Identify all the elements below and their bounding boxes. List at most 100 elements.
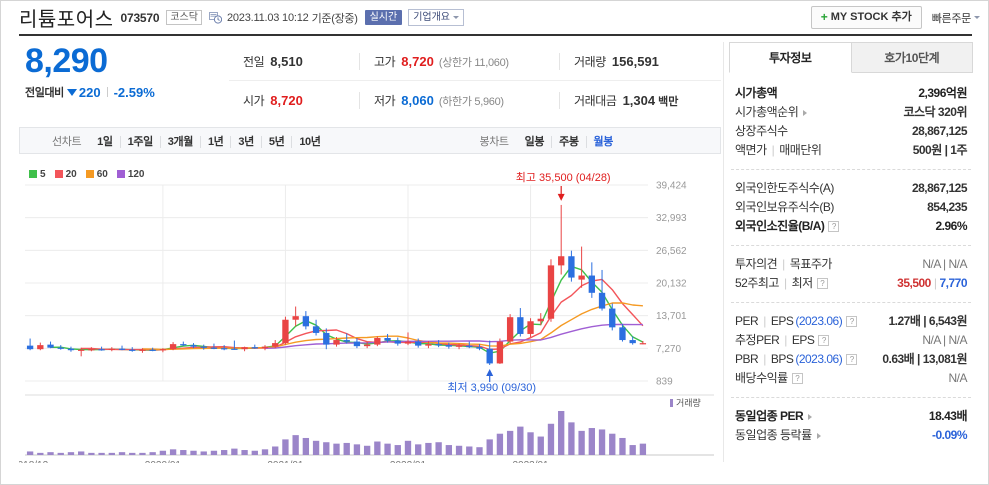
info-label-period: (2023.06)	[795, 314, 843, 328]
info-row-value: 28,867,125	[911, 124, 968, 138]
candle-body	[486, 348, 493, 364]
volume-bar	[466, 446, 473, 455]
quote-row: 전일 8,510 고가 8,720 (상한가 11,060) 거래량 156,5…	[229, 42, 721, 81]
chevron-down-icon	[453, 16, 460, 19]
info-row-value: 35,500 | 7,770	[897, 274, 967, 293]
info-label-text: 외국인소진율(B/A)	[735, 219, 825, 233]
line-range-3년[interactable]: 3년	[230, 135, 261, 148]
panel-tabs: 투자정보 호가10단계	[729, 42, 973, 73]
divider: |	[782, 257, 785, 271]
info-label-text: 목표주가	[789, 257, 833, 271]
info-section-2: 투자의견 | 목표주가 N/A | N/A 52주최고 | 최저? 35,500 | 7,770	[731, 245, 971, 293]
line-range-5년[interactable]: 5년	[260, 135, 292, 148]
info-row[interactable]: 시가총액순위 코스닥 320위	[735, 103, 967, 122]
candle-body	[363, 344, 371, 347]
candle-range-일봉[interactable]: 일봉	[524, 135, 545, 148]
ma-legend-label: 60	[96, 169, 108, 180]
info-row: 추정PER | EPS? N/A | N/A	[735, 331, 967, 350]
line-range-10년[interactable]: 10년	[291, 135, 328, 148]
add-my-stock-button[interactable]: + MY STOCK 추가	[810, 5, 922, 30]
candlestick-chart-svg[interactable]: 39,424 32,993 26,562 20,132 13,701 7,270 839 최고…	[19, 163, 721, 463]
volume-bar	[588, 428, 595, 455]
info-row: 투자의견 | 목표주가 N/A | N/A	[735, 255, 967, 274]
info-label-text: 외국인한도주식수(A)	[735, 181, 834, 195]
candle-body	[425, 344, 432, 346]
help-icon[interactable]: ?	[791, 373, 803, 384]
volume-bar	[394, 445, 401, 455]
help-icon[interactable]: ?	[816, 278, 828, 289]
line-range-1주일[interactable]: 1주일	[119, 135, 160, 148]
quick-order-dropdown[interactable]: 빠른주문	[932, 10, 980, 26]
tab-투자정보[interactable]: 투자정보	[729, 42, 852, 73]
line-chart-range-group: 선차트 1일 1주일 3개월 1년 3년 5년 10년	[20, 132, 328, 150]
panel-divider	[723, 42, 724, 462]
info-row[interactable]: 동일업종 등락률 -0.09%	[735, 426, 968, 445]
x-axis-tick-label: 2023/01	[512, 460, 549, 463]
info-label-period: (2023.06)	[795, 352, 843, 366]
volume-bar	[343, 442, 350, 455]
candle-body	[496, 341, 504, 364]
candle-range-주봉[interactable]: 주봉	[551, 135, 586, 148]
help-icon[interactable]: ?	[846, 316, 858, 327]
volume-bar	[272, 446, 279, 455]
help-icon[interactable]: ?	[828, 221, 840, 232]
candle-body	[88, 349, 95, 351]
realtime-badge[interactable]: 실시간	[364, 10, 403, 25]
info-section-0: 시가총액 2,396억원 시가총액순위 코스닥 320위 상장주식수 28,867,125…	[731, 84, 971, 160]
volume-bar	[169, 449, 177, 455]
page-header: 리튬포어스 073570 코스닥 2023.11.03 10:12 기준(장중)…	[1, 1, 988, 34]
y-axis-tick-label: 26,562	[656, 246, 687, 257]
quote-cell-open: 시가 8,720	[229, 92, 359, 109]
candle-body	[455, 345, 463, 347]
quote-cell-volume: 거래량 156,591	[559, 52, 721, 70]
volume-bar	[517, 426, 524, 455]
volume-bar	[302, 437, 310, 455]
chevron-right-icon	[816, 432, 821, 439]
price-chart[interactable]: 5 20 60 120 39,424 32,993 26,562 20,132 13,701 7…	[19, 163, 721, 463]
candle-body	[506, 317, 514, 342]
tab-호가10단계[interactable]: 호가10단계	[851, 42, 973, 73]
info-row-value: 854,235	[927, 200, 967, 214]
quote-label: 저가	[374, 94, 396, 108]
line-range-1년[interactable]: 1년	[199, 135, 231, 148]
quote-basis: 기준(장중)	[311, 12, 358, 25]
info-row: PBR | BPS (2023.06)? 0.63배 | 13,081원	[735, 350, 967, 369]
volume-bar	[415, 444, 422, 455]
candle-body	[588, 275, 595, 293]
info-label-text: 매매단위	[779, 143, 822, 157]
info-row[interactable]: 동일업종 PER 18.43배	[735, 407, 968, 426]
candle-body	[323, 332, 330, 345]
info-label-text: 외국인보유주식수(B)	[735, 200, 834, 214]
quote-label: 거래대금	[574, 94, 617, 108]
volume-bar	[384, 443, 391, 455]
info-row-label: 투자의견 | 목표주가	[735, 255, 832, 274]
volume-bar	[619, 437, 626, 455]
candle-range-월봉[interactable]: 월봉	[585, 135, 620, 148]
info-row-label: 외국인보유주식수(B)	[735, 198, 834, 217]
candle-body	[272, 343, 279, 347]
volume-bar	[292, 435, 299, 455]
candle-body	[251, 347, 258, 349]
candle-body	[169, 344, 177, 350]
volume-bar	[404, 440, 412, 455]
y-axis-tick-label: 39,424	[656, 181, 687, 192]
volume-bar	[312, 440, 320, 455]
candle-body	[129, 349, 136, 351]
line-range-3개월[interactable]: 3개월	[159, 135, 200, 148]
info-label-text: 추정PER	[735, 333, 780, 347]
volume-legend-swatch	[670, 399, 673, 407]
panel-body: 시가총액 2,396억원 시가총액순위 코스닥 320위 상장주식수 28,867,125…	[729, 73, 973, 445]
help-icon[interactable]: ?	[818, 335, 830, 346]
info-row-label: PBR | BPS (2023.06)?	[735, 350, 858, 369]
volume-bar	[78, 451, 85, 455]
candle-body	[292, 316, 299, 320]
info-row-label: 추정PER | EPS?	[735, 331, 830, 350]
candle-body	[159, 349, 167, 351]
y-axis-tick-label: 20,132	[656, 278, 687, 289]
ma-20-line	[81, 278, 644, 351]
company-overview-dropdown[interactable]: 기업개요	[408, 9, 465, 26]
volume-bar	[88, 452, 95, 455]
help-icon[interactable]: ?	[846, 354, 858, 365]
info-row-label: 시가총액순위	[735, 103, 808, 122]
line-range-1일[interactable]: 1일	[97, 135, 113, 148]
